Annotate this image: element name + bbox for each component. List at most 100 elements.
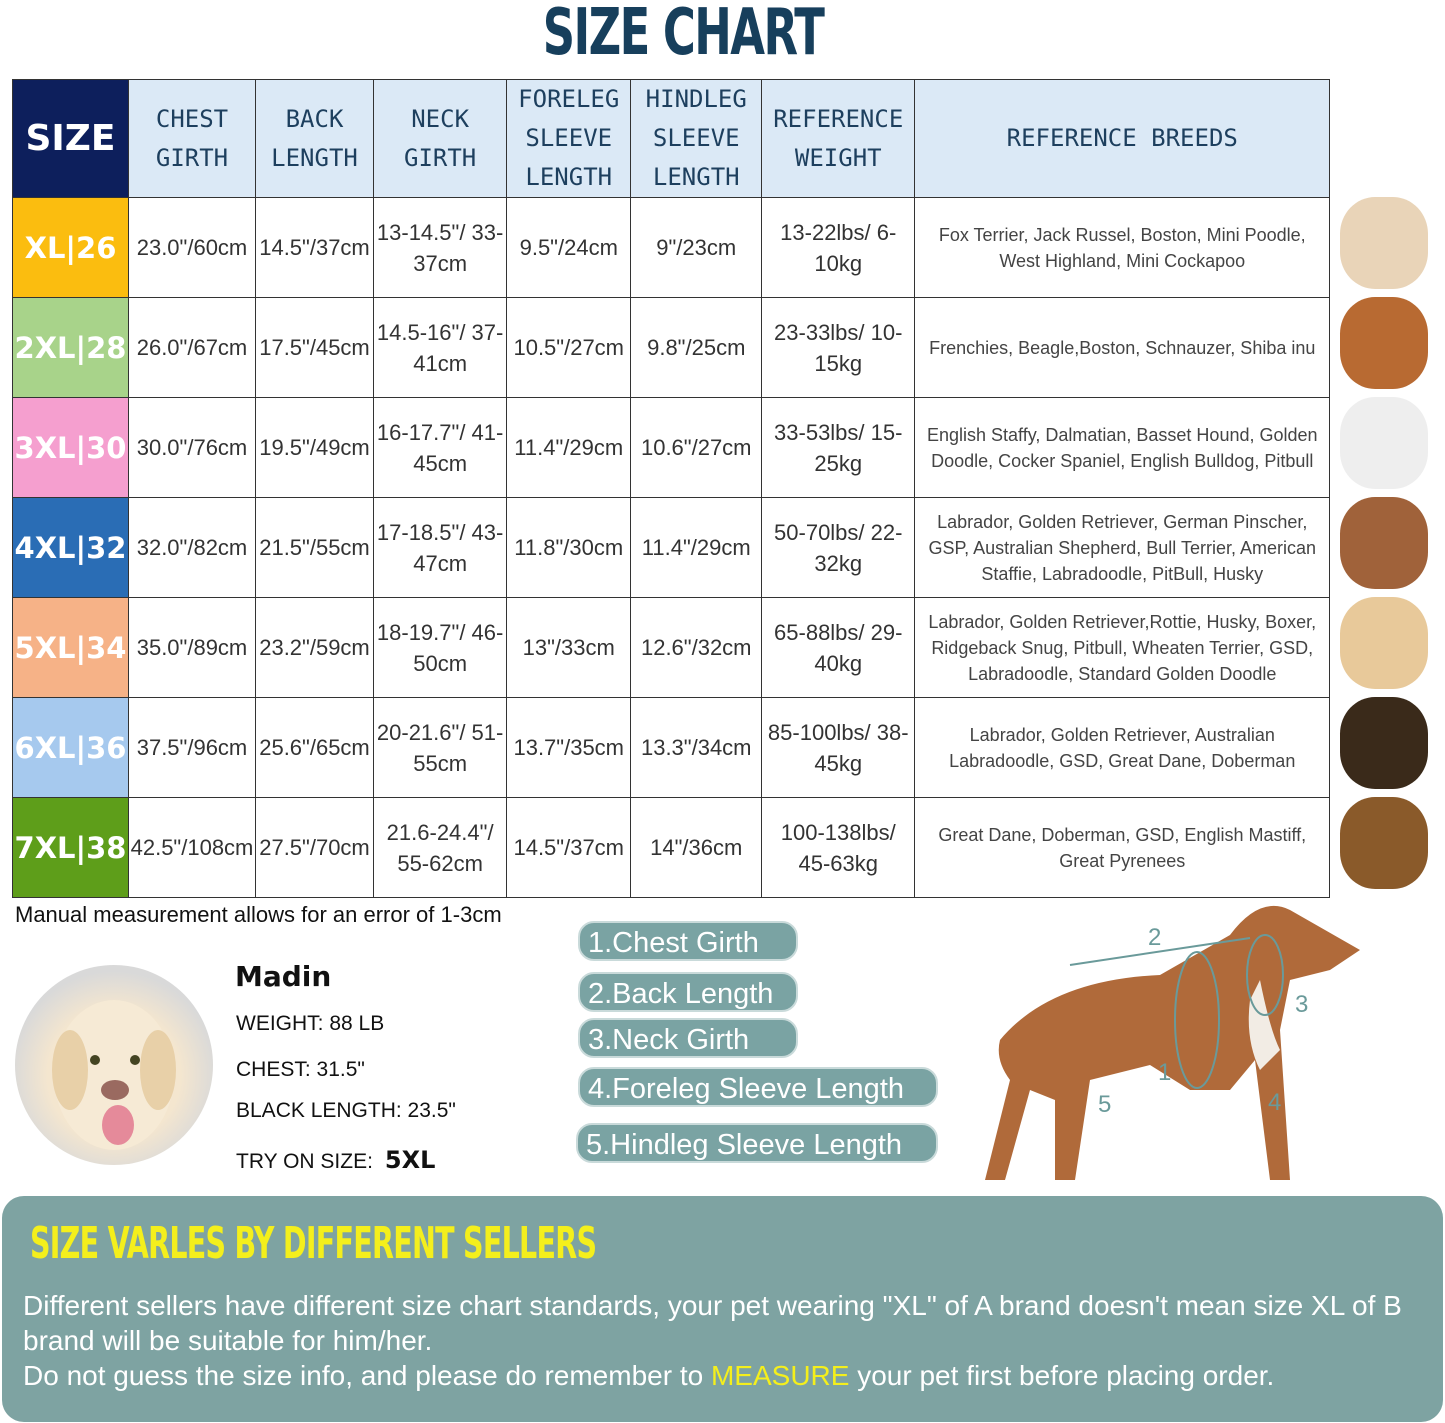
weight-cell: 23-33lbs/ 10-15kg <box>761 297 916 398</box>
legend-neck-girth: 3.Neck Girth <box>578 1018 798 1058</box>
size-cell: 5XL|34 <box>12 597 129 698</box>
back-cell: 23.2"/59cm <box>255 597 374 698</box>
back-cell: 19.5"/49cm <box>255 397 374 498</box>
measurement-note: Manual measurement allows for an error o… <box>15 902 502 927</box>
weight-cell: 33-53lbs/ 15-25kg <box>761 397 916 498</box>
notice-panel <box>2 1196 1443 1422</box>
dog-measurement-diagram: 2 3 1 4 5 <box>985 905 1360 1180</box>
breeds-cell: Labrador, Golden Retriever,Rottie, Husky… <box>914 597 1331 698</box>
chest-cell: 26.0"/67cm <box>128 297 256 398</box>
profile-try-size: TRY ON SIZE: 5XL <box>236 1146 435 1174</box>
size-row: 4XL|32 32.0"/82cm 21.5"/55cm 17-18.5"/ 43-4… <box>12 497 1331 598</box>
chest-cell: 37.5"/96cm <box>128 697 256 798</box>
breeds-cell: English Staffy, Dalmatian, Basset Hound,… <box>914 397 1331 498</box>
size-row: 3XL|30 30.0"/76cm 19.5"/49cm 16-17.7"/ 41-4… <box>12 397 1331 498</box>
foreleg-cell: 10.5"/27cm <box>506 297 632 398</box>
back-cell: 17.5"/45cm <box>255 297 374 398</box>
profile-chest: CHEST: 31.5" <box>236 1058 365 1081</box>
back-cell: 27.5"/70cm <box>255 797 374 898</box>
breeds-cell: Great Dane, Doberman, GSD, English Masti… <box>914 797 1331 898</box>
notice-text: Different sellers have different size ch… <box>23 1288 1443 1393</box>
hindleg-cell: 12.6"/32cm <box>630 597 763 698</box>
header-chest: CHEST GIRTH <box>128 79 256 198</box>
notice-line-1: Different sellers have different size ch… <box>23 1290 1402 1356</box>
back-cell: 25.6"/65cm <box>255 697 374 798</box>
foreleg-cell: 9.5"/24cm <box>506 197 632 298</box>
size-cell: 4XL|32 <box>12 497 129 598</box>
header-row: SIZE CHEST GIRTH BACK LENGTH NECK GIRTH … <box>12 79 1331 198</box>
breeds-cell: Frenchies, Beagle,Boston, Schnauzer, Shi… <box>914 297 1331 398</box>
profile-weight: WEIGHT: 88 LB <box>236 1012 385 1035</box>
breeds-cell: Fox Terrier, Jack Russel, Boston, Mini P… <box>914 197 1331 298</box>
diagram-label-1: 1 <box>1158 1059 1171 1086</box>
foreleg-cell: 11.8"/30cm <box>506 497 632 598</box>
dog-breed-image <box>1340 397 1428 489</box>
size-row: 2XL|28 26.0"/67cm 17.5"/45cm 14.5-16"/ 37-4… <box>12 297 1331 398</box>
breeds-cell: Labrador, Golden Retriever, German Pinsc… <box>914 497 1331 598</box>
profile-name: Madin <box>235 960 332 993</box>
chest-cell: 35.0"/89cm <box>128 597 256 698</box>
foreleg-cell: 13"/33cm <box>506 597 632 698</box>
dog-breed-image <box>1340 797 1428 889</box>
legend-foreleg-sleeve: 4.Foreleg Sleeve Length <box>578 1067 938 1107</box>
weight-cell: 100-138lbs/ 45-63kg <box>761 797 916 898</box>
page-title: SIZE CHART <box>542 0 825 70</box>
profile-back-length: BLACK LENGTH: 23.5" <box>236 1099 456 1122</box>
dog-breed-image <box>1340 297 1428 389</box>
dog-silhouette <box>985 905 1360 1180</box>
notice-line-2: Do not guess the size info, and please d… <box>23 1358 1443 1393</box>
header-weight: REFERENCE WEIGHT <box>761 79 916 198</box>
neck-cell: 17-18.5"/ 43-47cm <box>372 497 508 598</box>
neck-cell: 16-17.7"/ 41-45cm <box>372 397 508 498</box>
size-row: 6XL|36 37.5"/96cm 25.6"/65cm 20-21.6"/ 51-5… <box>12 697 1331 798</box>
weight-cell: 85-100lbs/ 38-45kg <box>761 697 916 798</box>
chest-cell: 42.5"/108cm <box>128 797 256 898</box>
size-row: 5XL|34 35.0"/89cm 23.2"/59cm 18-19.7"/ 46-5… <box>12 597 1331 698</box>
diagram-label-5: 5 <box>1098 1091 1111 1118</box>
size-row: XL|26 23.0"/60cm 14.5"/37cm 13-14.5"/ 33-37… <box>12 197 1331 298</box>
size-row: 7XL|38 42.5"/108cm 27.5"/70cm 21.6-24.4"/ 5… <box>12 797 1331 898</box>
neck-cell: 14.5-16"/ 37-41cm <box>372 297 508 398</box>
neck-cell: 18-19.7"/ 46-50cm <box>372 597 508 698</box>
hindleg-cell: 14"/36cm <box>630 797 763 898</box>
notice-measure-highlight: MEASURE <box>710 1360 850 1391</box>
header-size: SIZE <box>12 79 129 198</box>
hindleg-cell: 10.6"/27cm <box>630 397 763 498</box>
diagram-label-2: 2 <box>1148 924 1161 951</box>
header-hindleg: HINDLEG SLEEVE LENGTH <box>630 79 763 198</box>
hindleg-cell: 9.8"/25cm <box>630 297 763 398</box>
size-cell: XL|26 <box>12 197 129 298</box>
weight-cell: 50-70lbs/ 22-32kg <box>761 497 916 598</box>
hindleg-cell: 13.3"/34cm <box>630 697 763 798</box>
diagram-label-3: 3 <box>1295 991 1308 1018</box>
weight-cell: 65-88lbs/ 29-40kg <box>761 597 916 698</box>
back-cell: 14.5"/37cm <box>255 197 374 298</box>
foreleg-cell: 13.7"/35cm <box>506 697 632 798</box>
dog-breed-image <box>1340 697 1428 789</box>
foreleg-cell: 14.5"/37cm <box>506 797 632 898</box>
neck-cell: 21.6-24.4"/ 55-62cm <box>372 797 508 898</box>
header-back: BACK LENGTH <box>255 79 374 198</box>
hindleg-cell: 9"/23cm <box>630 197 763 298</box>
legend-hindleg-sleeve: 5.Hindleg Sleeve Length <box>576 1123 938 1163</box>
legend-chest-girth: 1.Chest Girth <box>578 921 798 961</box>
weight-cell: 13-22lbs/ 6-10kg <box>761 197 916 298</box>
size-cell: 3XL|30 <box>12 397 129 498</box>
dog-avatar-image <box>15 965 213 1165</box>
size-cell: 2XL|28 <box>12 297 129 398</box>
try-size-label: TRY ON SIZE: <box>236 1150 373 1173</box>
notice-title: SIZE VARLES BY DIFFERENT SELLERS <box>30 1218 597 1269</box>
hindleg-cell: 11.4"/29cm <box>630 497 763 598</box>
notice-line-2a: Do not guess the size info, and please d… <box>23 1360 711 1391</box>
legend-back-length: 2.Back Length <box>578 972 798 1012</box>
chest-cell: 32.0"/82cm <box>128 497 256 598</box>
neck-cell: 13-14.5"/ 33-37cm <box>372 197 508 298</box>
dog-breed-image <box>1340 497 1428 589</box>
chest-cell: 30.0"/76cm <box>128 397 256 498</box>
foreleg-cell: 11.4"/29cm <box>506 397 632 498</box>
try-size-value: 5XL <box>384 1146 436 1174</box>
size-table: SIZE CHEST GIRTH BACK LENGTH NECK GIRTH … <box>12 79 1331 898</box>
header-neck: NECK GIRTH <box>372 79 508 198</box>
size-cell: 6XL|36 <box>12 697 129 798</box>
size-cell: 7XL|38 <box>12 797 129 898</box>
